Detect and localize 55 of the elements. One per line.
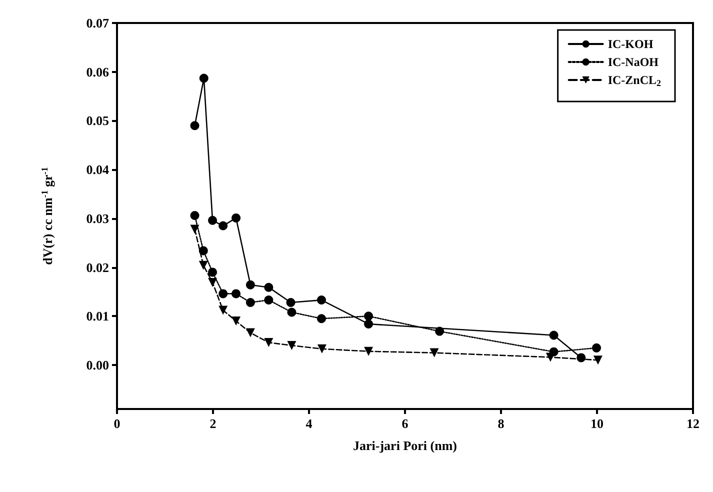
point — [246, 298, 255, 307]
point — [264, 282, 274, 292]
point — [286, 298, 296, 307]
x-tick-label: 10 — [590, 416, 604, 431]
y-tick-label: 0.01 — [86, 308, 109, 324]
point — [264, 338, 274, 348]
point — [430, 348, 439, 358]
point — [208, 216, 218, 225]
y-tick-label: 0.06 — [86, 64, 110, 80]
point — [198, 260, 208, 270]
point — [364, 312, 374, 321]
point — [199, 74, 208, 83]
point — [218, 306, 228, 315]
y-tick-label: 0.02 — [86, 260, 109, 275]
point — [316, 314, 326, 324]
y-tick-label: 0.00 — [86, 358, 109, 373]
y-tick-label: 0.04 — [86, 162, 110, 178]
y-tick-label: 0.07 — [86, 16, 110, 30]
x-tick-label: 12 — [686, 416, 700, 431]
point — [317, 344, 326, 354]
x-tick-label: 0 — [114, 416, 120, 431]
point — [246, 280, 255, 290]
point — [190, 121, 200, 130]
point — [435, 326, 444, 336]
point — [593, 356, 602, 365]
x-tick-label: 4 — [306, 416, 313, 431]
point — [316, 296, 326, 305]
point — [264, 296, 274, 305]
x-tick-label: 8 — [498, 416, 505, 431]
point — [190, 224, 200, 234]
y-tick-label: 0.03 — [86, 210, 110, 226]
point — [232, 213, 241, 222]
x-tick-label: 6 — [402, 416, 409, 431]
point — [549, 330, 558, 340]
point — [287, 340, 296, 350]
point — [576, 353, 586, 362]
point — [364, 346, 374, 356]
legend-label: IC-NaOH — [608, 55, 660, 69]
point — [232, 289, 241, 298]
point — [208, 278, 218, 287]
point — [198, 246, 208, 256]
point — [218, 289, 228, 298]
legend-label: IC-KOH — [608, 37, 654, 51]
point — [218, 221, 228, 230]
point — [208, 268, 218, 277]
x-axis-title: Jari-jari Pori (nm) — [353, 438, 457, 453]
point — [232, 316, 241, 326]
point — [246, 328, 255, 338]
point — [364, 319, 374, 328]
point — [592, 343, 602, 352]
point — [287, 308, 296, 317]
point — [190, 211, 200, 220]
x-tick-label: 2 — [210, 416, 216, 431]
y-axis-title: dV(r) cc nm-1 gr-1 — [40, 166, 55, 265]
y-tick-label: 0.05 — [86, 113, 110, 128]
